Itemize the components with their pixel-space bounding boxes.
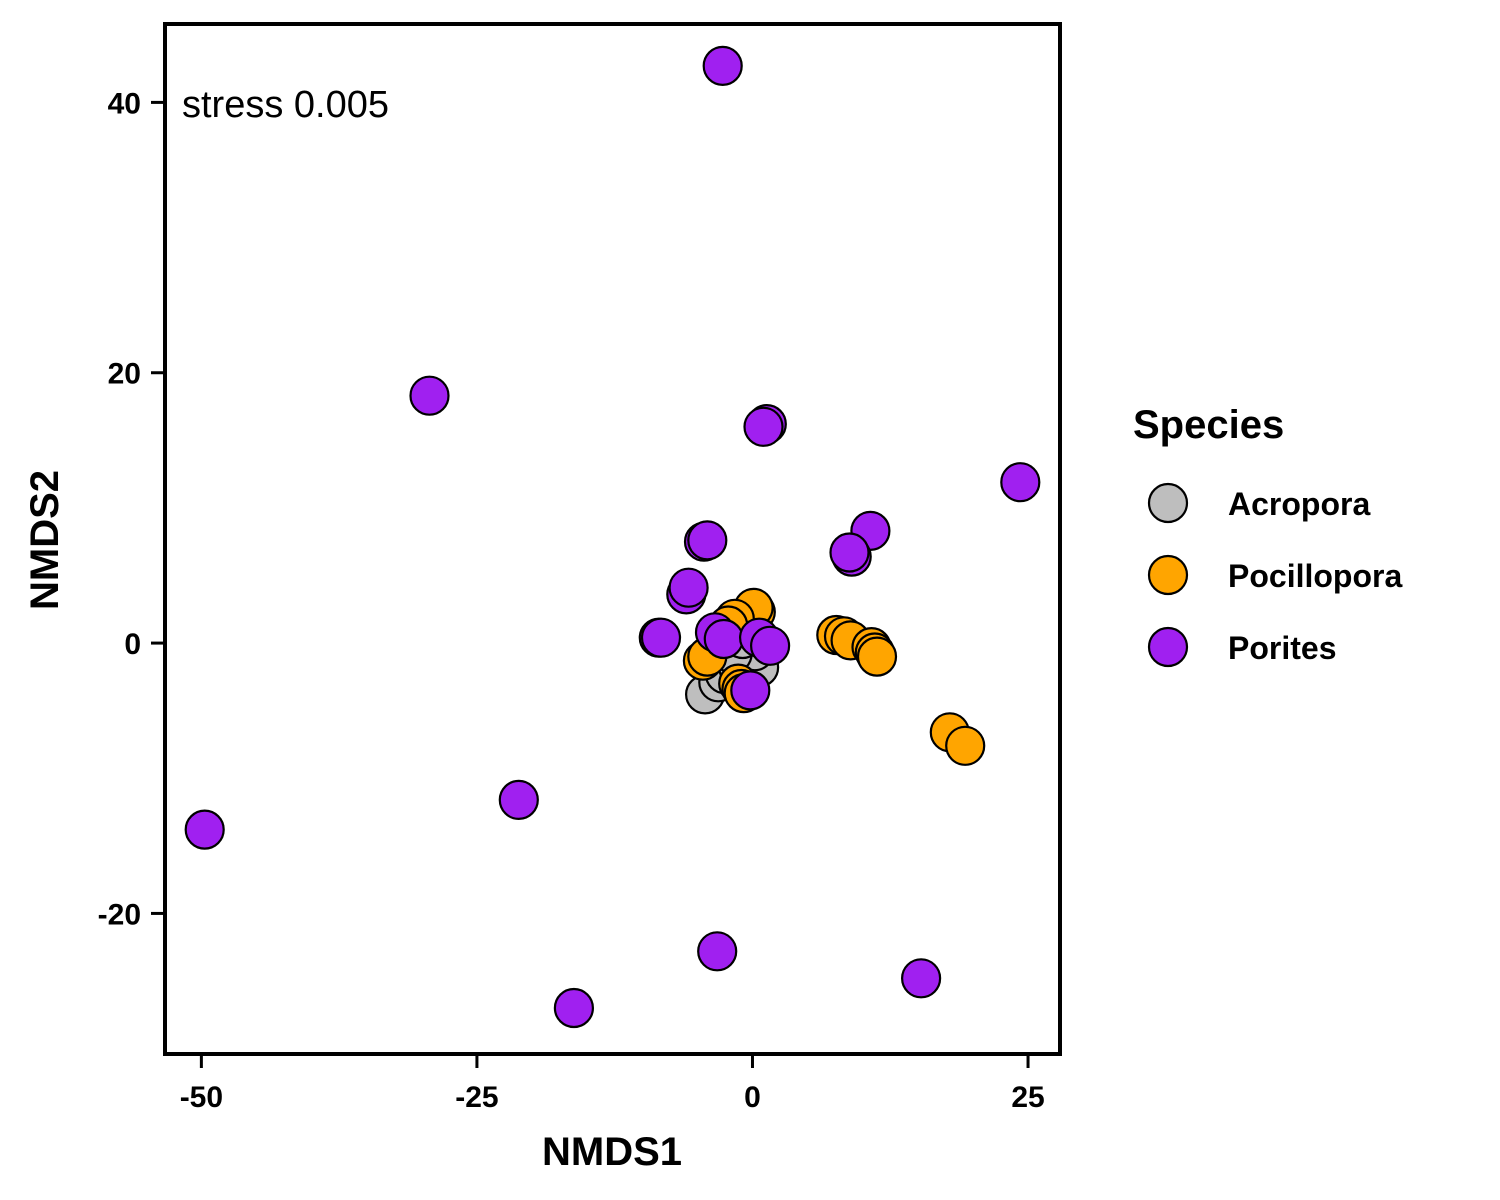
x-tick-label: 0 xyxy=(744,1081,761,1114)
legend-label-pocillopora: Pocillopora xyxy=(1228,558,1402,594)
legend-key-porites xyxy=(1147,626,1189,668)
point-porites-15 xyxy=(703,618,744,660)
point-porites-7 xyxy=(829,532,870,573)
y-axis: -20 0 20 40 xyxy=(98,87,163,931)
y-tick-label: 0 xyxy=(124,628,141,661)
legend-label-porites: Porites xyxy=(1228,630,1336,666)
point-porites-22 xyxy=(900,958,942,999)
x-axis-title: NMDS1 xyxy=(542,1130,682,1174)
plot-panel-border xyxy=(163,22,1062,1056)
point-porites-11 xyxy=(668,567,709,608)
point-porites-0 xyxy=(702,45,743,87)
point-porites-17 xyxy=(749,625,791,666)
stress-annotation: stress 0.005 xyxy=(182,84,389,126)
legend: Acropora Pocillopora Porites xyxy=(1147,482,1402,668)
point-porites-23 xyxy=(553,987,595,1029)
point-porites-20 xyxy=(184,809,225,850)
point-porites-3 xyxy=(743,406,784,447)
legend-title: Species xyxy=(1133,403,1284,447)
legend-label-acropora: Acropora xyxy=(1228,486,1370,522)
point-pocillopora-14 xyxy=(856,636,898,677)
point-porites-21 xyxy=(697,931,738,972)
point-porites-9 xyxy=(687,520,728,561)
point-porites-19 xyxy=(498,779,539,821)
x-tick-label: -25 xyxy=(455,1081,498,1114)
y-tick-label: 40 xyxy=(108,87,141,120)
point-porites-4 xyxy=(1000,462,1041,503)
point-porites-18 xyxy=(730,670,771,711)
legend-key-acropora xyxy=(1147,482,1189,524)
point-porites-13 xyxy=(640,617,682,658)
y-tick-label: 20 xyxy=(108,358,141,391)
y-tick-label: -20 xyxy=(98,898,141,931)
x-axis: -50 -25 0 25 xyxy=(180,1056,1045,1114)
legend-key-pocillopora xyxy=(1147,554,1189,596)
y-axis-title: NMDS2 xyxy=(23,470,67,610)
x-tick-label: 25 xyxy=(1011,1081,1044,1114)
x-tick-label: -50 xyxy=(180,1081,223,1114)
point-porites-1 xyxy=(409,375,450,416)
point-pocillopora-16 xyxy=(945,725,986,766)
points-layer xyxy=(184,45,1041,1029)
